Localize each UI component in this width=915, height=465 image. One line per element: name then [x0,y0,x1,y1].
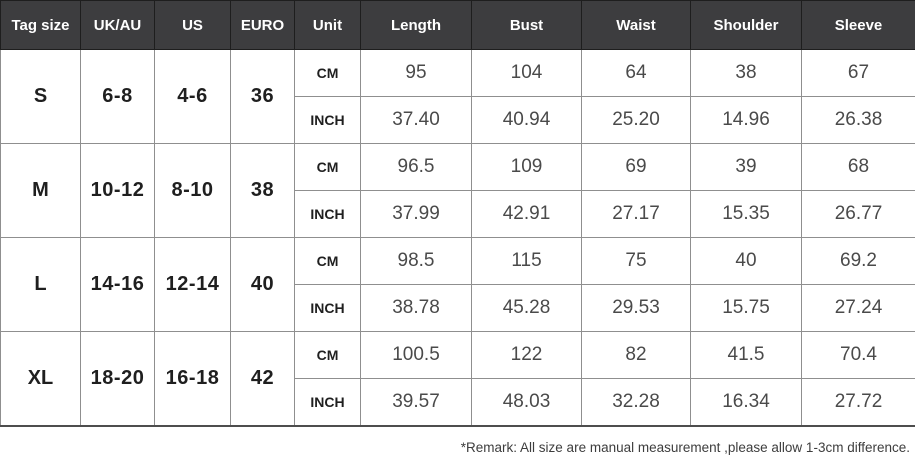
cell-length: 96.5 [360,143,472,191]
cell-waist: 82 [581,331,691,379]
header-length: Length [360,0,472,50]
cell-unit: CM [294,143,361,191]
table-row-l-inch: INCH 38.78 45.28 29.53 15.75 27.24 [1,284,915,332]
cell-waist: 25.20 [581,96,691,144]
header-unit: Unit [294,0,361,50]
cell-bust: 48.03 [471,378,582,427]
cell-euro: 36 [230,49,295,144]
cell-shoulder: 15.35 [690,190,802,238]
cell-shoulder: 14.96 [690,96,802,144]
cell-bust: 122 [471,331,582,379]
cell-shoulder: 41.5 [690,331,802,379]
header-uk-au: UK/AU [80,0,155,50]
cell-waist: 69 [581,143,691,191]
cell-length: 39.57 [360,378,472,427]
cell-tag-size: M [0,143,81,238]
cell-length: 95 [360,49,472,97]
header-euro: EURO [230,0,295,50]
cell-sleeve: 26.38 [801,96,915,144]
cell-bust: 115 [471,237,582,285]
cell-sleeve: 26.77 [801,190,915,238]
cell-sleeve: 27.72 [801,378,915,427]
cell-uk-au: 10-12 [80,143,155,238]
cell-sleeve: 67 [801,49,915,97]
remark-text: *Remark: All size are manual measurement… [460,440,910,455]
cell-waist: 75 [581,237,691,285]
table-row-s-inch: INCH 37.40 40.94 25.20 14.96 26.38 [1,96,915,144]
cell-us: 4-6 [154,49,231,144]
table-row-xl-inch: INCH 39.57 48.03 32.28 16.34 27.72 [1,378,915,427]
header-us: US [154,0,231,50]
cell-euro: 40 [230,237,295,332]
cell-euro: 38 [230,143,295,238]
cell-bust: 104 [471,49,582,97]
size-chart-table: Tag size UK/AU US EURO Unit Length Bust … [0,0,915,427]
cell-sleeve: 70.4 [801,331,915,379]
cell-unit: INCH [294,378,361,427]
cell-sleeve: 27.24 [801,284,915,332]
cell-us: 8-10 [154,143,231,238]
cell-us: 12-14 [154,237,231,332]
cell-shoulder: 16.34 [690,378,802,427]
cell-unit: INCH [294,284,361,332]
cell-us: 16-18 [154,331,231,427]
cell-unit: CM [294,49,361,97]
cell-sleeve: 69.2 [801,237,915,285]
cell-bust: 42.91 [471,190,582,238]
table-row-l-cm: L 14-16 12-14 40 CM 98.5 115 75 40 69.2 [0,237,915,332]
cell-length: 100.5 [360,331,472,379]
cell-uk-au: 14-16 [80,237,155,332]
cell-shoulder: 39 [690,143,802,191]
header-shoulder: Shoulder [690,0,802,50]
cell-unit: INCH [294,96,361,144]
cell-unit: INCH [294,190,361,238]
cell-bust: 40.94 [471,96,582,144]
cell-tag-size: S [0,49,81,144]
cell-tag-size: L [0,237,81,332]
table-row-s-cm: S 6-8 4-6 36 CM 95 104 64 38 67 [0,49,915,144]
cell-length: 37.40 [360,96,472,144]
cell-length: 38.78 [360,284,472,332]
cell-shoulder: 40 [690,237,802,285]
cell-waist: 27.17 [581,190,691,238]
header-sleeve: Sleeve [801,0,915,50]
cell-length: 98.5 [360,237,472,285]
cell-bust: 45.28 [471,284,582,332]
cell-length: 37.99 [360,190,472,238]
header-waist: Waist [581,0,691,50]
cell-waist: 64 [581,49,691,97]
cell-waist: 32.28 [581,378,691,427]
cell-bust: 109 [471,143,582,191]
header-row: Tag size UK/AU US EURO Unit Length Bust … [0,0,915,50]
table-row-m-cm: M 10-12 8-10 38 CM 96.5 109 69 39 68 [0,143,915,238]
cell-tag-size: XL [0,331,81,427]
cell-euro: 42 [230,331,295,427]
table-row-xl-cm: XL 18-20 16-18 42 CM 100.5 122 82 41.5 7… [0,331,915,427]
cell-shoulder: 15.75 [690,284,802,332]
table-row-m-inch: INCH 37.99 42.91 27.17 15.35 26.77 [1,190,915,238]
cell-shoulder: 38 [690,49,802,97]
header-tag-size: Tag size [0,0,81,50]
cell-sleeve: 68 [801,143,915,191]
header-bust: Bust [471,0,582,50]
cell-unit: CM [294,237,361,285]
cell-uk-au: 6-8 [80,49,155,144]
cell-unit: CM [294,331,361,379]
cell-uk-au: 18-20 [80,331,155,427]
cell-waist: 29.53 [581,284,691,332]
